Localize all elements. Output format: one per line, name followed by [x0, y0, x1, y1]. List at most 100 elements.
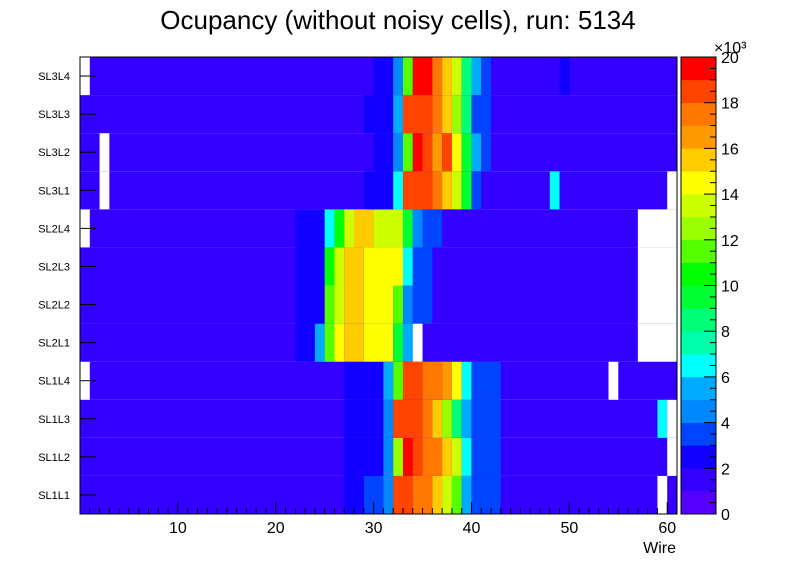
heatmap-cell [373, 209, 403, 248]
heatmap-cell [324, 323, 335, 362]
y-tick-label: SL1L1 [38, 490, 70, 502]
heatmap-cell [334, 247, 345, 286]
heatmap-cell [393, 133, 403, 172]
heatmap-cell [451, 437, 462, 476]
heatmap-cell [393, 361, 403, 400]
heatmap-cell [412, 475, 433, 514]
heatmap-cell [314, 323, 325, 362]
heatmap-cell [412, 133, 423, 172]
palette-band [681, 331, 716, 355]
heatmap-cell [559, 57, 570, 96]
heatmap-cell [402, 133, 413, 172]
empty-cell [99, 171, 110, 210]
palette-band [681, 216, 716, 241]
palette-band [681, 239, 716, 263]
heatmap-cell [432, 475, 443, 514]
heatmap-cell [461, 133, 472, 172]
heatmap-cell [363, 247, 403, 286]
heatmap-cell [461, 437, 472, 476]
heatmap-cell [402, 323, 413, 362]
z-tick-label: 20 [721, 50, 739, 67]
heatmap-cell [451, 361, 462, 400]
heatmap-cell [324, 247, 335, 286]
empty-cell [667, 171, 677, 210]
palette-band [681, 171, 716, 195]
chart-title: Ocupancy (without noisy cells), run: 513… [160, 5, 635, 35]
heatmap-cell [432, 399, 443, 438]
heatmap-cell [461, 57, 472, 96]
z-tick-label: 16 [721, 141, 739, 158]
heatmap-cell [471, 437, 501, 476]
heatmap-cell [422, 361, 443, 400]
empty-cell [637, 323, 677, 362]
palette-band [681, 308, 716, 332]
heatmap-cell [451, 57, 462, 96]
z-multiplier-label: ×10³ [714, 40, 747, 57]
palette-band [681, 125, 716, 149]
x-tick-label: 10 [169, 520, 187, 537]
z-tick-label: 2 [721, 461, 730, 478]
heatmap-cell [344, 475, 364, 514]
z-tick-label: 0 [721, 507, 730, 524]
heatmap-cell [383, 361, 394, 400]
heatmap-cell [363, 171, 394, 210]
heatmap-cell [393, 57, 403, 96]
empty-cell [608, 361, 619, 400]
palette-band [681, 148, 716, 172]
y-tick-label: SL3L2 [38, 147, 70, 159]
heatmap-cell [334, 323, 345, 362]
heatmap-cell [344, 437, 384, 476]
heatmap-cell [549, 171, 560, 210]
heatmap-cell [442, 95, 452, 134]
heatmap-cell [471, 57, 482, 96]
heatmap-cell [344, 361, 384, 400]
heatmap-cell [471, 95, 492, 134]
z-tick-label: 14 [721, 187, 739, 204]
empty-cell [637, 247, 677, 286]
heatmap-cell [295, 323, 315, 362]
heatmap-cell [432, 57, 443, 96]
heatmap-cell [393, 437, 403, 476]
heatmap-cell [471, 475, 501, 514]
heatmap-cell [383, 437, 394, 476]
z-tick-label: 12 [721, 233, 739, 250]
heatmap-cell [442, 399, 452, 438]
heatmap-cell [432, 171, 443, 210]
heatmap-cell [422, 133, 433, 172]
palette-band [681, 468, 716, 492]
palette-band [681, 422, 716, 446]
heatmap-cell [324, 209, 335, 248]
z-tick-label: 6 [721, 370, 730, 387]
x-axis-label: Wire [643, 540, 676, 557]
heatmap-cell [383, 399, 394, 438]
heatmap-cell [451, 171, 462, 210]
z-tick-label: 8 [721, 324, 730, 341]
z-tick-label: 10 [721, 279, 739, 296]
heatmap-cell [402, 437, 413, 476]
heatmap-cell [402, 247, 413, 286]
heatmap-cell [451, 95, 462, 134]
heatmap-cell [451, 399, 462, 438]
heatmap-cell [295, 285, 325, 324]
palette-band [681, 57, 716, 81]
heatmap-cell [402, 171, 433, 210]
heatmap-cell [461, 475, 472, 514]
heatmap-cell [412, 285, 433, 324]
heatmap-cell [481, 57, 492, 96]
heatmap-cell [451, 475, 462, 514]
x-tick-label: 50 [560, 520, 578, 537]
heatmap-cell [393, 171, 403, 210]
y-tick-label: SL3L3 [38, 109, 70, 121]
empty-cell [667, 437, 677, 476]
heatmap-cell [481, 133, 492, 172]
heatmap-cells [80, 57, 677, 514]
heatmap-cell [461, 399, 472, 438]
x-tick-label: 40 [463, 520, 481, 537]
heatmap-cell [393, 399, 423, 438]
palette-band [681, 285, 716, 309]
heatmap-cell [363, 95, 394, 134]
palette-band [681, 194, 716, 218]
heatmap-cell [373, 133, 394, 172]
empty-cell [637, 209, 677, 248]
palette-band [681, 376, 716, 401]
